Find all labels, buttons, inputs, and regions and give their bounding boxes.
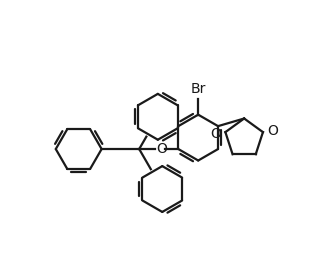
Text: O: O (211, 127, 221, 141)
Text: Br: Br (190, 82, 206, 95)
Text: O: O (268, 125, 279, 138)
Text: O: O (156, 142, 167, 156)
